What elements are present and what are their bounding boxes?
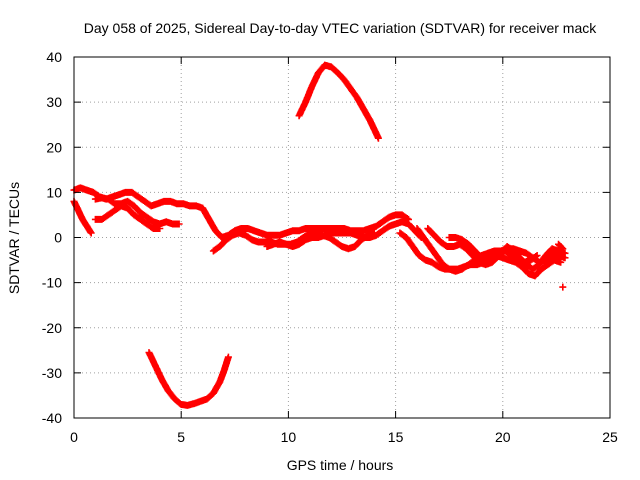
y-tick-label: 40 bbox=[46, 49, 62, 65]
x-tick-label: 15 bbox=[388, 429, 404, 445]
series-points-track-l bbox=[555, 240, 567, 253]
y-tick-label: -30 bbox=[42, 365, 62, 381]
series-points-track-c bbox=[91, 194, 183, 228]
series-track-g bbox=[263, 218, 425, 250]
y-tick-label: -10 bbox=[42, 275, 62, 291]
y-axis-label: SDTVAR / TECUs bbox=[6, 182, 22, 294]
y-tick-label: -40 bbox=[42, 410, 62, 426]
x-tick-label: 25 bbox=[602, 429, 618, 445]
y-tick-label: -20 bbox=[42, 320, 62, 336]
series-track-m bbox=[559, 283, 567, 291]
x-tick-label: 5 bbox=[177, 429, 185, 445]
series-track-l bbox=[555, 240, 567, 253]
y-tick-label: 10 bbox=[46, 184, 62, 200]
series-track-e bbox=[199, 204, 412, 241]
x-axis-label: GPS time / hours bbox=[287, 457, 394, 473]
y-tick-label: 30 bbox=[46, 94, 62, 110]
x-tick-label: 10 bbox=[281, 429, 297, 445]
series-points-track-e bbox=[199, 204, 412, 241]
series-points-track-m bbox=[559, 283, 567, 291]
y-tick-label: 20 bbox=[46, 139, 62, 155]
chart-title: Day 058 of 2025, Sidereal Day-to-day VTE… bbox=[84, 20, 597, 36]
series-track-low-arc bbox=[145, 349, 232, 409]
series-points-track-high-arc bbox=[295, 61, 382, 142]
series-track-c bbox=[91, 194, 183, 228]
y-tick-label: 0 bbox=[54, 230, 62, 246]
axis-ticks: 0 5 10 15 20 25 -40 -30 -20 -10 0 10 20 30 40 bbox=[42, 49, 618, 445]
series-points-track-g bbox=[263, 218, 425, 250]
series-track-high-arc bbox=[295, 61, 382, 142]
series-points-track-low-arc bbox=[145, 349, 232, 409]
series-track-d bbox=[91, 202, 164, 232]
data-series bbox=[70, 61, 569, 409]
x-tick-label: 0 bbox=[70, 429, 78, 445]
x-tick-label: 20 bbox=[495, 429, 511, 445]
series-points-track-k bbox=[445, 234, 569, 273]
grid-lines bbox=[74, 57, 610, 418]
series-points-track-d bbox=[91, 202, 164, 232]
series-track-k bbox=[445, 234, 569, 273]
